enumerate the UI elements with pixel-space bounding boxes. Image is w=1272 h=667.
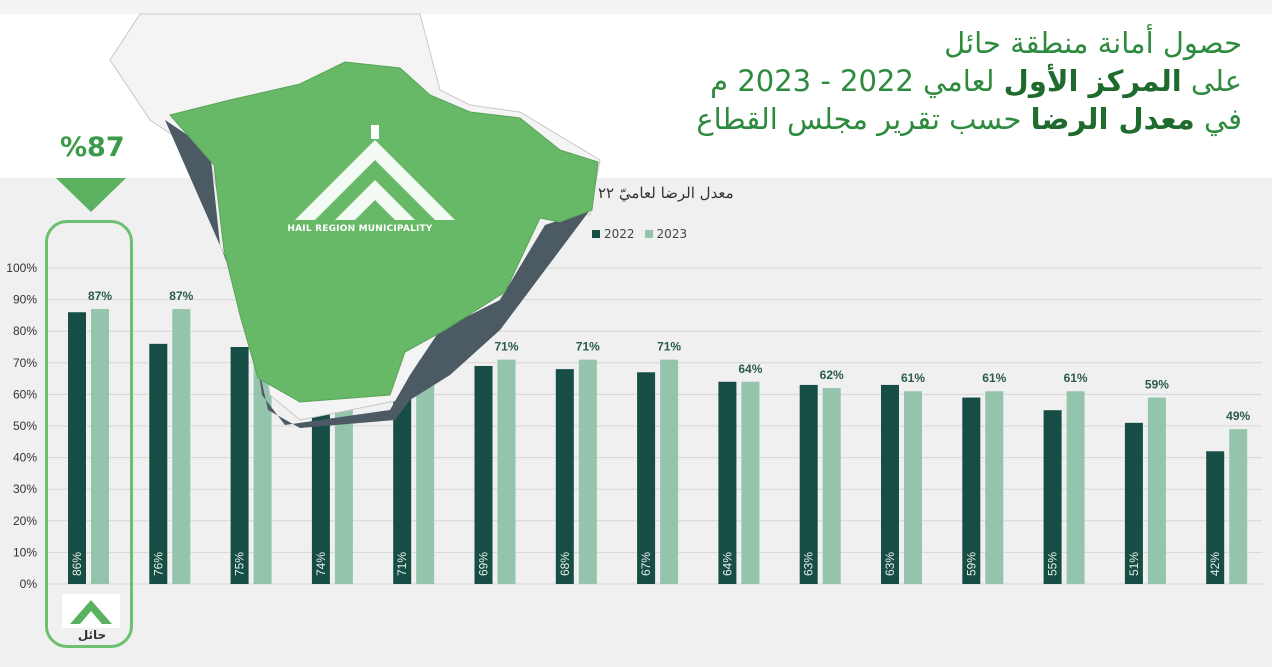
legend-label-2023: 2023 [656,227,688,241]
bar-2023 [985,391,1004,584]
chart-legend: 2022 2023 [592,227,687,241]
data-label-2022: 63% [883,552,897,576]
data-label-2022: 76% [151,552,165,576]
bar-2023 [91,309,109,584]
bar-2022 [962,397,981,584]
data-label-2022: 74% [314,552,328,576]
headline: حصول أمانة منطقة حائل على المركز الأول ل… [522,24,1242,138]
data-label-2023: 87% [169,289,193,303]
bar-2023 [172,309,191,584]
headline-line-2: على المركز الأول لعامي 2022 - 2023 م [522,62,1242,100]
bar-2022 [799,384,818,584]
headline-line-2-bold: المركز الأول [1003,64,1182,98]
headline-line-3-post: حسب تقرير مجلس القطاع [696,102,1022,136]
data-label-2023: 59% [1145,378,1169,392]
y-tick-label: 30% [13,482,37,496]
headline-line-2-post: لعامي 2022 - 2023 م [710,64,995,98]
data-label-2023: 49% [1226,409,1250,423]
y-tick-label: 10% [13,545,37,559]
bar-2023 [904,391,922,584]
bar-2023 [253,356,272,584]
data-label-2022: 55% [1046,552,1060,576]
highlight-frame [45,220,133,648]
data-label-2023: 62% [820,368,844,382]
data-label-2022: 51% [1127,552,1141,576]
data-label-2022: 86% [70,552,84,576]
bar-2023 [1229,429,1248,584]
hail-logo-graphic [70,600,112,624]
headline-line-3-pre: في [1203,102,1242,136]
callout-arrow-icon [56,178,126,212]
map-brand-text: HAIL REGION MUNICIPALITY [287,224,433,234]
callout-value: %87 [60,132,125,163]
bar-2022 [474,365,493,584]
data-label-2022: 68% [558,552,572,576]
y-tick-label: 80% [13,324,37,338]
y-tick-label: 40% [13,451,37,465]
bar-2023 [578,359,597,584]
legend-swatch-2022 [592,230,600,238]
municipality-logo [295,125,455,220]
headline-line-2-pre: على [1190,64,1242,98]
bar-2023 [1147,397,1166,584]
data-label-2023: 61% [901,371,925,385]
data-label-2022: 67% [639,552,653,576]
y-tick-label: 90% [13,293,37,307]
data-label-2022: 64% [720,552,734,576]
hail-logo-icon [62,594,120,628]
data-label-2022: 75% [233,552,247,576]
y-tick-label: 60% [13,387,37,401]
bar-2022 [1043,410,1062,584]
bar-2023 [822,388,841,584]
bar-2022 [230,347,249,584]
bar-2022 [881,384,899,584]
region-map [169,61,599,403]
headline-line-3: في معدل الرضا حسب تقرير مجلس القطاع [522,100,1242,138]
data-label-2023: 87% [88,289,112,303]
y-tick-label: 20% [13,514,37,528]
bar-2023 [497,359,516,584]
headline-line-3-bold: معدل الرضا [1030,102,1195,136]
data-label-2022: 63% [802,552,816,576]
data-label-2023: 64% [738,362,762,376]
bar-2022 [149,343,168,584]
bar-2022 [1206,451,1225,584]
bar-2023 [660,359,679,584]
legend-label-2022: 2022 [604,227,635,241]
headline-line-1: حصول أمانة منطقة حائل [944,26,1242,60]
bottom-label: حائل [77,628,107,642]
data-label-2023: 71% [576,340,600,354]
data-label-2022: 71% [395,552,409,576]
bar-2023 [741,381,760,584]
bar-2022 [1124,422,1143,584]
y-tick-label: 50% [13,419,37,433]
data-label-2023: 71% [657,340,681,354]
y-tick-label: 70% [13,356,37,370]
data-label-2023: 61% [1064,371,1088,385]
legend-item-2023: 2023 [644,227,688,241]
chart-title: معدل الرضا لعاميّ ٢٢ [598,184,734,202]
data-label-2022: 69% [477,552,491,576]
y-tick-label: 100% [6,261,37,275]
data-label-2023: 71% [494,340,518,354]
data-label-2023: 61% [982,371,1006,385]
bar-2022 [68,312,86,584]
data-label-2022: 42% [1208,552,1222,576]
bar-2022 [555,369,574,584]
bar-2022 [718,381,737,584]
y-tick-label: 0% [20,577,38,591]
bar-2022 [637,372,656,584]
data-label-2022: 59% [964,552,978,576]
legend-swatch-2023 [644,230,653,238]
legend-item-2022: 2022 [592,227,635,241]
bar-2023 [1066,391,1085,584]
bar-2023 [416,353,435,584]
